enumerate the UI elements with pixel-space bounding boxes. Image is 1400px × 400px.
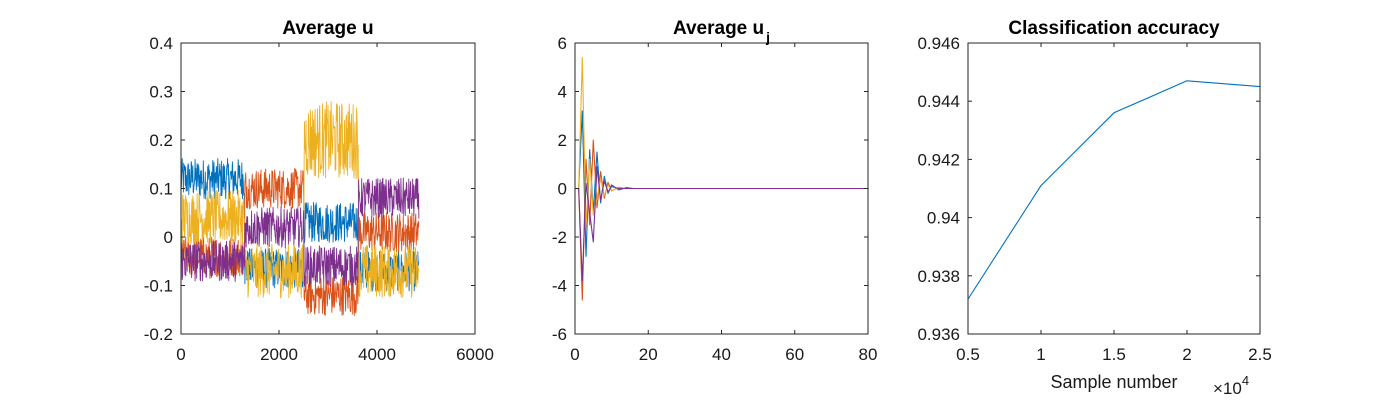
y-tick-label: -2 [552, 228, 567, 247]
y-tick-label: 4 [558, 83, 567, 102]
x-axis-multiplier-base: ×10 [1213, 379, 1242, 398]
x-axis-multiplier-exponent: 4 [1242, 373, 1249, 388]
y-tick-label: 0.3 [149, 83, 173, 102]
y-tick-label: 0.1 [149, 180, 173, 199]
x-tick-label: 1.5 [1102, 345, 1126, 364]
x-tick-label: 20 [639, 345, 658, 364]
x-tick-label: 0 [570, 345, 579, 364]
plot-area [968, 80, 1260, 300]
y-tick-label: 0.944 [917, 92, 960, 111]
plot-area [578, 56, 868, 301]
x-tick-label: 2 [1182, 345, 1191, 364]
y-tick-label: 0.2 [149, 131, 173, 150]
y-tick-label: 6 [558, 34, 567, 53]
y-tick-label: 0.938 [917, 267, 960, 286]
x-tick-label: 0 [176, 345, 185, 364]
series-line-3 [181, 101, 420, 299]
chart-title-text: Average u [673, 18, 764, 39]
x-tick-label: 6000 [456, 345, 494, 364]
series-line-4 [181, 177, 420, 287]
x-tick-label: 4000 [358, 345, 396, 364]
chart-title-text: Classification accuracy [1008, 18, 1220, 39]
x-tick-label: 2000 [260, 345, 298, 364]
series-line-1 [968, 80, 1260, 300]
series-line-2 [578, 139, 868, 301]
y-tick-label: -6 [552, 325, 567, 344]
chart-title: Average u [282, 18, 373, 39]
subplot-3: 0.5 1 1.5 2 2.5 0.936 0.938 0.94 0.942 0.944 0.946… [917, 18, 1271, 398]
y-tick-label: -0.1 [144, 277, 173, 296]
y-tick-label: 0.94 [927, 209, 960, 228]
chart-title: Classification accuracy [1008, 18, 1220, 39]
series-line-4 [578, 166, 868, 282]
series-line-3 [578, 56, 868, 228]
x-tick-label: 0.5 [956, 345, 980, 364]
y-tick-label: 2 [558, 131, 567, 150]
x-axis-label: Sample number [1050, 372, 1177, 392]
y-tick-label: 0 [558, 180, 567, 199]
x-axis-multiplier: ×104 [1213, 373, 1249, 398]
y-tick-label: 0.936 [917, 325, 960, 344]
axes-frame [967, 42, 1261, 335]
y-tick-label: -4 [552, 277, 567, 296]
x-tick-label: 2.5 [1248, 345, 1272, 364]
chart-title-text: Average u [282, 18, 373, 39]
y-tick-label: 0.946 [917, 34, 960, 53]
x-tick-label: 60 [785, 345, 804, 364]
y-tick-label: 0.4 [149, 34, 173, 53]
x-tick-label: 40 [712, 345, 731, 364]
x-tick-label: 1 [1036, 345, 1045, 364]
y-tick-label: 0.942 [917, 150, 960, 169]
x-tick-label: 80 [859, 345, 878, 364]
subplot-1: 0 2000 4000 6000 -0.2 -0.1 0 0.1 0.2 0.3 0.4 Averag… [144, 18, 494, 364]
plot-area [181, 101, 420, 316]
series-line-1 [578, 110, 868, 257]
chart-title-subscript: j [765, 29, 770, 45]
y-tick-label: 0 [164, 228, 173, 247]
y-tick-label: -0.2 [144, 325, 173, 344]
